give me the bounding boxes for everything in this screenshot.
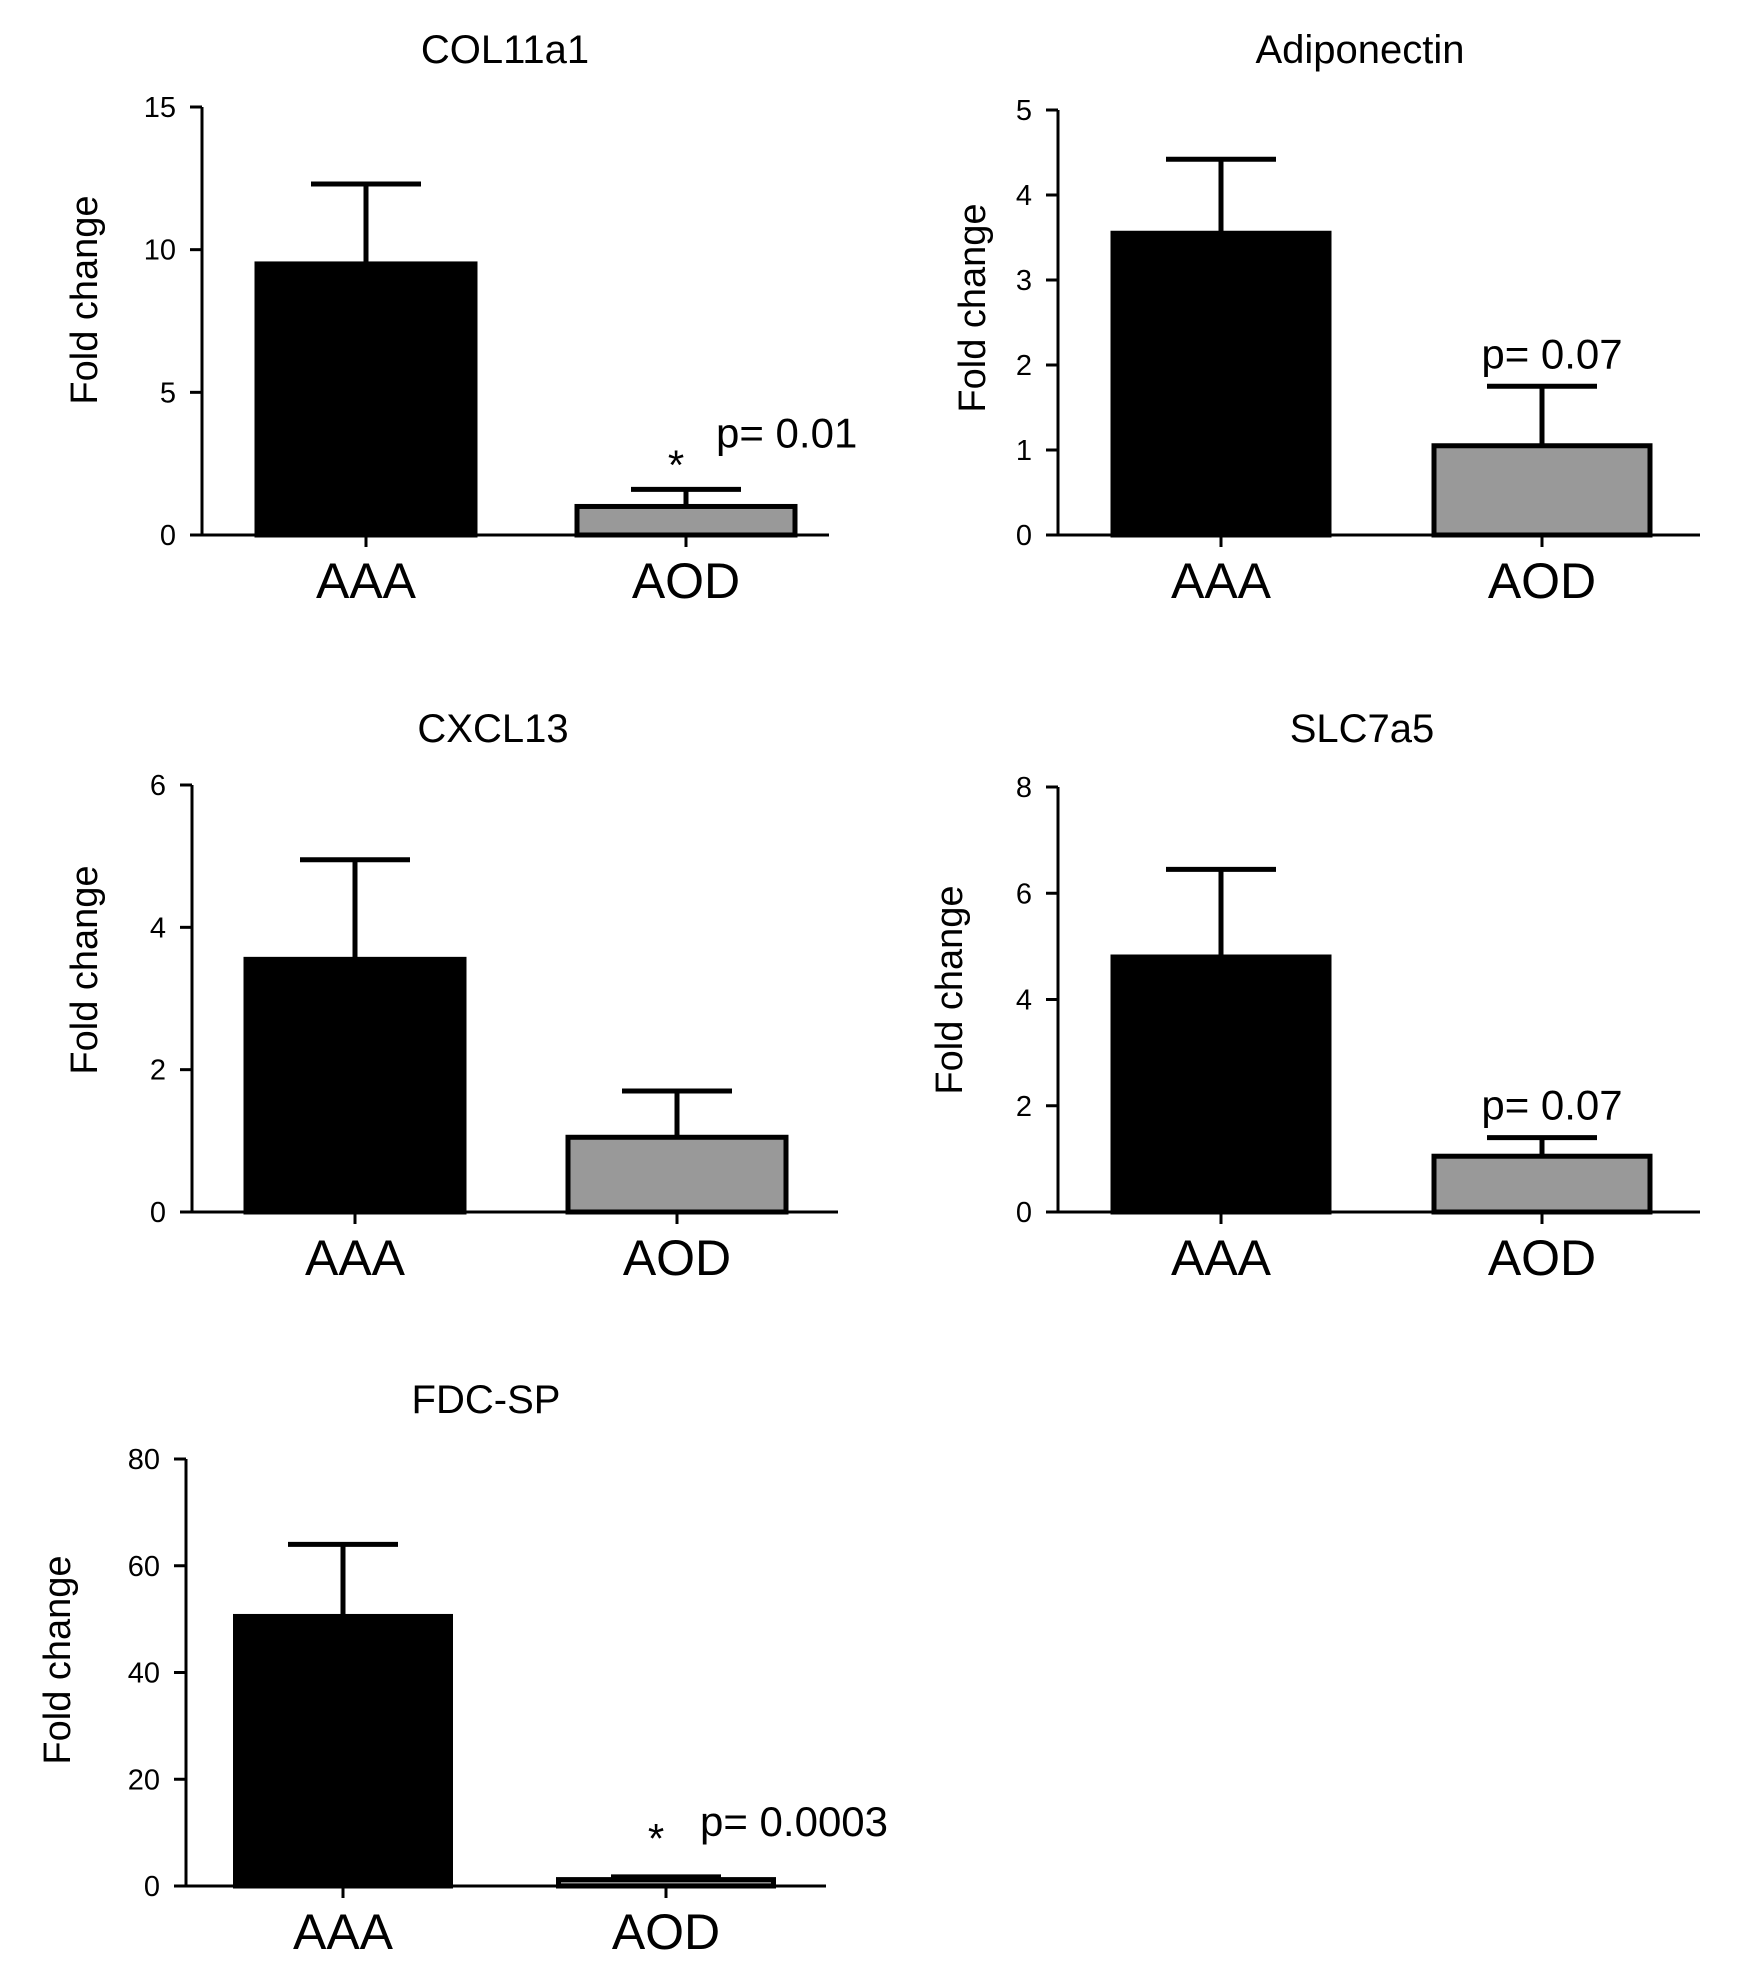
bar-aaa (243, 956, 467, 1215)
y-tick-label: 80 (128, 1444, 160, 1476)
bar-aod (565, 1134, 789, 1215)
chart-panel-fdc-sp: FDC-SP Fold change 0 20 40 60 80 AAA AOD * p= 0.00… (37, 1378, 888, 1960)
y-tick-label: 40 (128, 1658, 160, 1690)
bar-aaa (1110, 954, 1332, 1215)
y-tick-label: 2 (150, 1055, 166, 1087)
bar-aod (556, 1877, 776, 1889)
x-tick-label-aaa: AAA (293, 1904, 394, 1960)
significance-star: * (648, 1815, 664, 1862)
y-tick-label: 4 (150, 912, 166, 944)
y-tick-label: 2 (1016, 1091, 1032, 1123)
p-value-label: p= 0.01 (716, 409, 857, 456)
x-tick-label-aod: AOD (1488, 553, 1596, 609)
bar-aaa (233, 1613, 453, 1889)
y-tick-label: 0 (1016, 520, 1032, 552)
y-tick-label: 0 (1016, 1197, 1032, 1229)
chart-panel-adiponectin: Adiponectin Fold change 0 1 2 3 4 5 AAA AOD p= 0.0… (952, 28, 1700, 609)
y-tick-label: 8 (1016, 772, 1032, 804)
y-tick-label: 6 (150, 770, 166, 802)
y-tick-label: 10 (144, 235, 176, 267)
bar-aod (1431, 1153, 1653, 1215)
y-axis-label: Fold change (929, 885, 971, 1094)
y-tick-label: 6 (1016, 878, 1032, 910)
y-tick-label: 5 (160, 377, 176, 409)
y-axis-label: Fold change (952, 203, 994, 412)
x-tick-label-aaa: AAA (1171, 1230, 1272, 1286)
y-tick-label: 0 (144, 1871, 160, 1903)
chart-title: COL11a1 (421, 28, 589, 72)
y-axis-label: Fold change (37, 1555, 79, 1764)
y-axis-label: Fold change (64, 865, 106, 1074)
y-tick-label: 2 (1016, 350, 1032, 382)
chart-title: Adiponectin (1255, 28, 1464, 72)
y-tick-label: 4 (1016, 985, 1032, 1017)
y-tick-label: 4 (1016, 180, 1032, 212)
x-tick-label-aaa: AAA (305, 1230, 406, 1286)
y-tick-label: 0 (150, 1197, 166, 1229)
chart-panel-cxcl13: CXCL13 Fold change 0 2 4 6 AAA AOD (64, 707, 838, 1286)
significance-star: * (668, 441, 684, 488)
bar-aaa (254, 261, 478, 538)
chart-title: FDC-SP (412, 1378, 561, 1422)
x-tick-label-aod: AOD (623, 1230, 731, 1286)
x-tick-label-aod: AOD (1488, 1230, 1596, 1286)
y-tick-label: 3 (1016, 265, 1032, 297)
p-value-label: p= 0.07 (1481, 1082, 1622, 1129)
y-tick-label: 5 (1016, 95, 1032, 127)
y-tick-label: 60 (128, 1551, 160, 1583)
chart-panel-slc7a5: SLC7a5 Fold change 0 2 4 6 8 AAA AOD p= 0.07 (929, 707, 1700, 1286)
y-axis-label: Fold change (64, 195, 106, 404)
bar-aod (574, 503, 798, 538)
x-tick-label-aod: AOD (612, 1904, 720, 1960)
chart-title: SLC7a5 (1290, 707, 1435, 751)
x-tick-label-aod: AOD (632, 553, 740, 609)
chart-title: CXCL13 (417, 707, 568, 751)
x-tick-label-aaa: AAA (1171, 553, 1272, 609)
x-tick-label-aaa: AAA (316, 553, 417, 609)
bar-aod (1431, 443, 1653, 538)
p-value-label: p= 0.07 (1481, 330, 1622, 377)
p-value-label: p= 0.0003 (700, 1798, 888, 1845)
y-tick-label: 15 (144, 92, 176, 124)
y-tick-label: 1 (1016, 435, 1032, 467)
chart-panel-col11a1: COL11a1 Fold change 0 5 10 15 AAA AOD * p= 0.01 (64, 28, 857, 609)
y-tick-label: 0 (160, 520, 176, 552)
bar-aaa (1110, 230, 1332, 538)
y-tick-label: 20 (128, 1764, 160, 1796)
